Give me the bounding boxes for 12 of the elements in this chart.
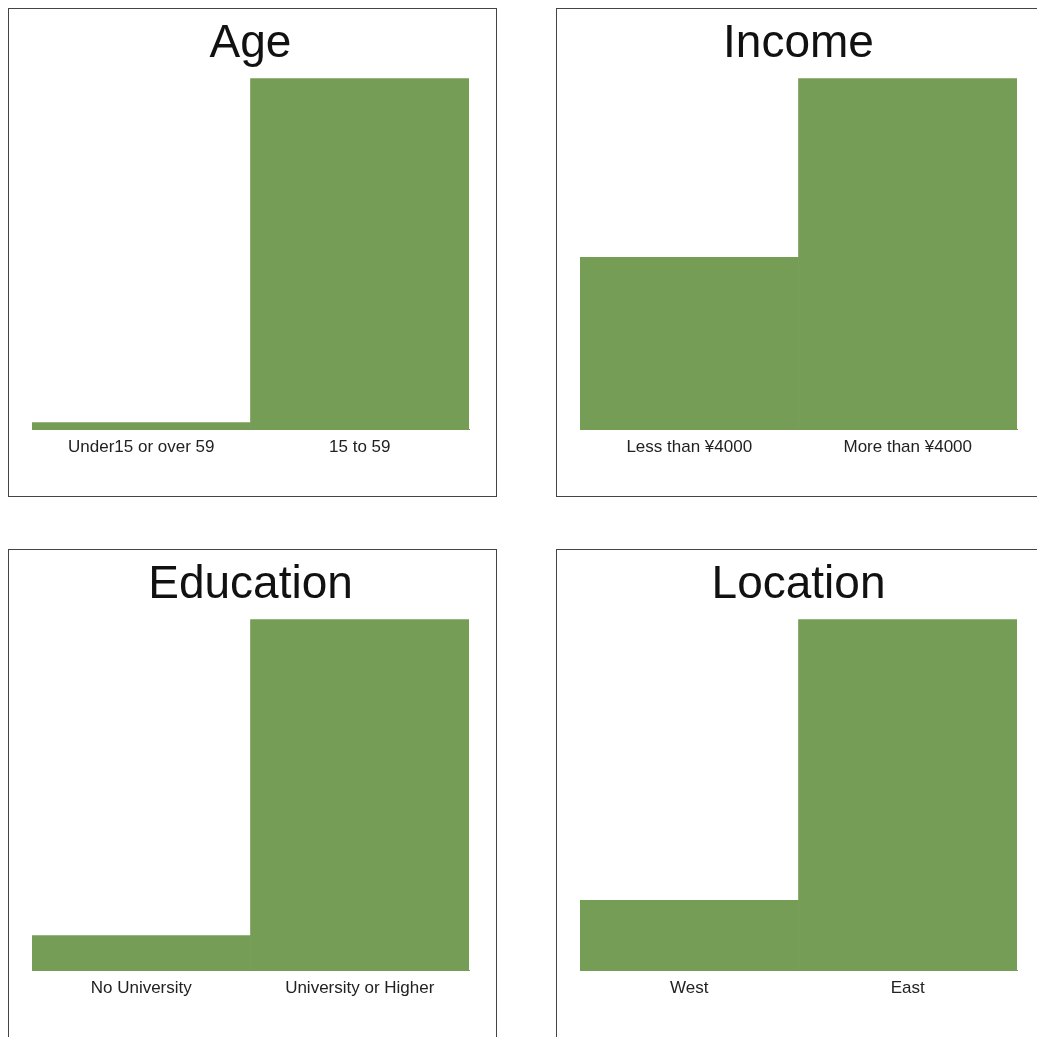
chart-title: Age xyxy=(209,15,292,68)
x-tick-label: No University xyxy=(90,978,193,998)
chart-title: Location xyxy=(711,556,886,609)
chart-title: Education xyxy=(148,556,353,609)
x-tick-label: 15 to 59 xyxy=(329,437,391,457)
x-tick-label: More than ¥4000 xyxy=(843,437,973,457)
x-tick-label: Under15 or over 59 xyxy=(68,437,215,457)
x-tick-label: University or Higher xyxy=(285,978,435,998)
chart-title: Income xyxy=(723,15,874,68)
x-tick-label: Less than ¥4000 xyxy=(626,437,753,457)
x-tick-label: West xyxy=(670,978,709,998)
x-tick-label: East xyxy=(890,978,926,998)
